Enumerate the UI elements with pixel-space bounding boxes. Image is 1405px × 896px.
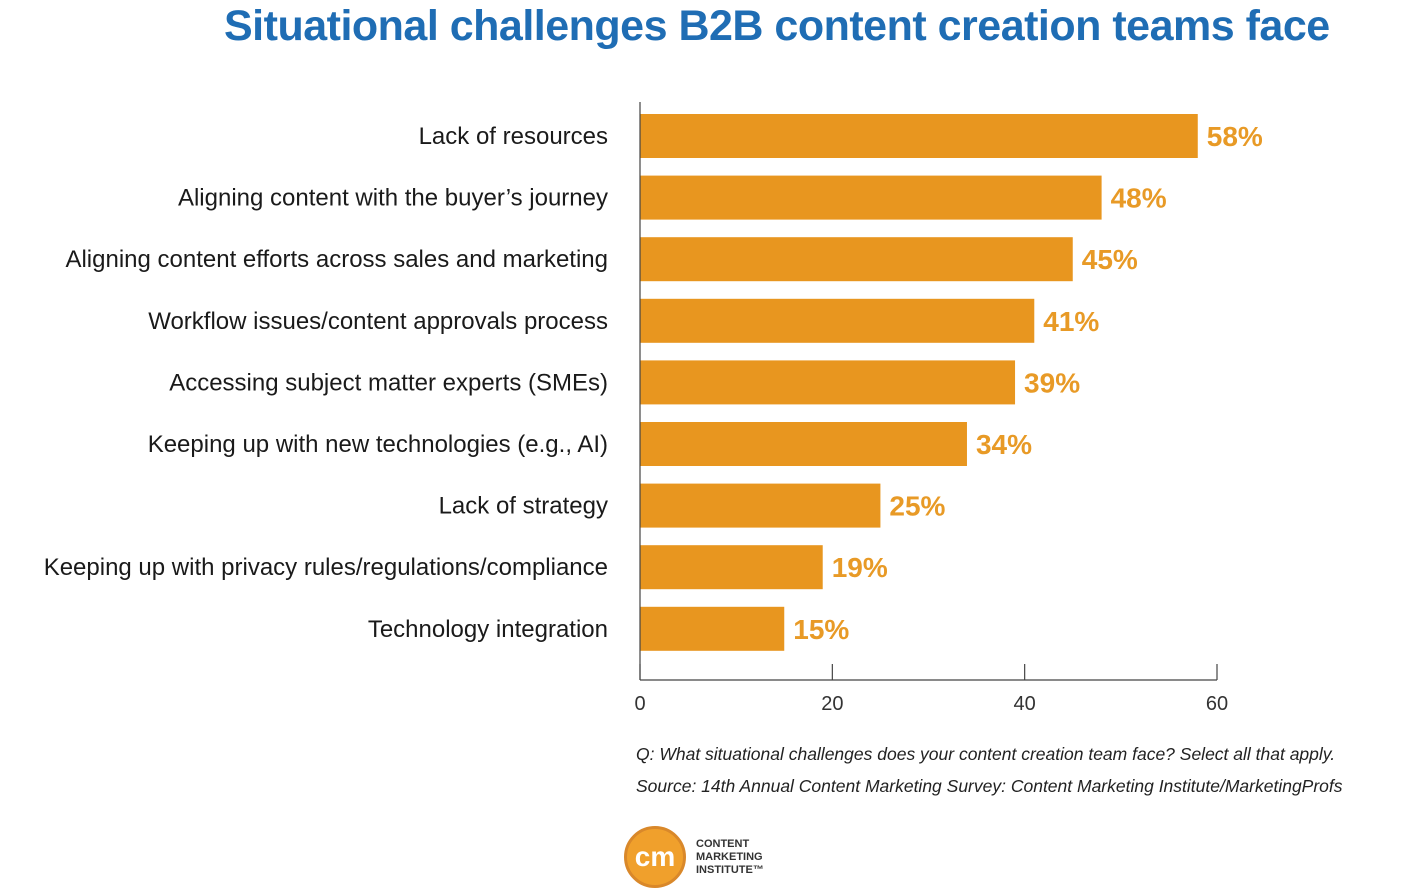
category-label: Aligning content efforts across sales an… [65,246,608,273]
x-axis: 0 20 40 60 [634,102,1228,715]
category-label: Lack of strategy [439,493,608,520]
value-label: 34% [976,429,1032,460]
chart-title: Situational challenges B2B content creat… [224,2,1330,50]
logo-line-2: MARKETING [696,851,763,863]
bar [640,422,967,466]
value-label: 58% [1207,121,1263,152]
logo-line-1: CONTENT [696,838,750,850]
bar [640,606,785,651]
value-label: 19% [832,552,888,583]
survey-question-note: Q: What situational challenges does your… [636,744,1336,764]
category-label: Keeping up with privacy rules/regulation… [44,554,608,581]
x-tick-label: 20 [821,693,843,715]
bar [640,360,1016,405]
logo-line-3: INSTITUTE™ [696,864,764,876]
cmi-logo-mark: cm [624,826,686,888]
cmi-logo-text: CONTENT MARKETING INSTITUTE™ [696,838,764,877]
bar [640,545,823,590]
value-label: 45% [1082,244,1138,275]
bar [640,175,1102,220]
value-label: 39% [1024,367,1080,398]
category-label: Aligning content with the buyer’s journe… [178,185,608,212]
bar [640,483,881,528]
x-tick-label: 0 [634,693,645,715]
bar [640,298,1035,343]
category-label: Lack of resources [419,123,608,150]
x-tick-label: 60 [1206,693,1228,715]
category-label: Accessing subject matter experts (SMEs) [169,369,608,396]
value-label: 15% [793,614,849,645]
bar [640,114,1198,158]
source-note: Source: 14th Annual Content Marketing Su… [636,776,1343,796]
x-tick-label: 40 [1014,693,1036,715]
bar [640,237,1073,282]
bar-chart: Lack of resources 58% Aligning content wit… [44,102,1263,715]
cmi-logo: cm CONTENT MARKETING INSTITUTE™ [624,826,784,890]
category-label: Keeping up with new technologies (e.g., … [148,431,608,458]
bars-group: Lack of resources 58% Aligning content wit… [44,114,1263,651]
value-label: 41% [1043,306,1099,337]
value-label: 48% [1111,183,1167,214]
category-label: Workflow issues/content approvals proces… [148,308,608,335]
value-label: 25% [889,491,945,522]
category-label: Technology integration [368,616,608,643]
